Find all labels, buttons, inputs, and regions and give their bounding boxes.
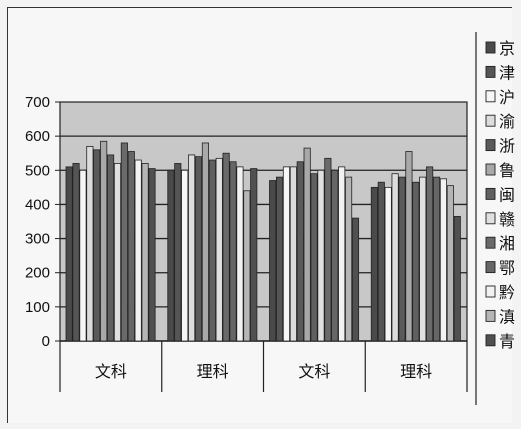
bar-4-3 [398, 176, 406, 342]
legend-label: 闽 [499, 185, 515, 204]
bar-4-1 [194, 156, 203, 342]
legend-label: 赣 [499, 210, 515, 229]
y-tick-label: 500 [25, 162, 50, 179]
y-tick-label: 0 [42, 333, 50, 350]
bar-12-2 [351, 217, 360, 342]
bar-4-0 [93, 149, 101, 342]
legend-swatch [485, 285, 496, 298]
legend-swatch [485, 41, 496, 54]
y-tick-label: 700 [25, 94, 50, 111]
category-label: 理科 [400, 362, 432, 381]
bar-3-1 [188, 154, 196, 342]
bar-10-1 [236, 166, 244, 342]
bar-8-2 [324, 157, 332, 342]
legend-swatch [485, 309, 496, 322]
bar-3-2 [289, 166, 297, 342]
chart-labels: 0 100 200 300 400 500 600 700 文科 理科 文科 理科 [25, 94, 432, 381]
bar-9-3 [432, 176, 441, 342]
bar-10-2 [338, 166, 346, 342]
legend-label: 浙 [499, 137, 515, 156]
bar-7-3 [419, 176, 427, 342]
y-tick-label: 300 [25, 231, 50, 248]
bar-0-1 [167, 169, 175, 342]
legend-swatch [485, 236, 496, 249]
y-tick-label: 200 [25, 265, 50, 282]
bar-12-0 [148, 168, 156, 342]
bar-8-1 [222, 152, 230, 342]
y-tick-label: 400 [25, 196, 50, 213]
bar-8-0 [120, 142, 128, 342]
legend-swatch [485, 334, 496, 347]
bar-11-1 [243, 190, 251, 342]
legend-label: 青 [499, 332, 515, 351]
category-label: 文科 [298, 362, 330, 381]
bar-9-2 [331, 169, 339, 342]
bar-5-0 [100, 140, 108, 342]
bar-5-3 [405, 151, 413, 342]
legend-swatch [485, 139, 496, 152]
bar-6-2 [310, 173, 318, 342]
legend-swatch [485, 261, 496, 274]
chart-bars [65, 140, 461, 342]
bar-4-2 [296, 161, 304, 342]
y-tick-label: 600 [25, 128, 50, 145]
bar-0-0 [65, 166, 73, 342]
legend-label: 沪 [499, 88, 515, 107]
bar-3-3 [391, 173, 399, 342]
bar-7-0 [113, 163, 122, 342]
bar-11-3 [446, 185, 454, 342]
bar-10-3 [439, 178, 447, 342]
legend-label: 津 [499, 63, 515, 82]
bar-1-1 [174, 163, 182, 342]
bar-5-2 [303, 147, 311, 342]
bar-11-0 [141, 163, 149, 342]
legend-swatch [485, 163, 496, 176]
legend-label: 黔 [499, 283, 515, 302]
bar-6-3 [412, 181, 420, 342]
bar-8-3 [426, 166, 434, 342]
bar-12-3 [453, 215, 461, 342]
y-tick-label: 100 [25, 299, 50, 316]
bar-11-2 [345, 176, 353, 342]
bar-2-1 [181, 169, 189, 342]
legend-label: 鄂 [499, 259, 515, 278]
legend-label: 湘 [499, 234, 515, 253]
category-label: 理科 [197, 362, 229, 381]
bar-1-3 [377, 181, 385, 342]
bar-5-1 [201, 142, 209, 342]
legend-swatch [485, 212, 496, 225]
bar-6-1 [208, 159, 216, 342]
bar-9-1 [229, 161, 237, 342]
legend-swatch [485, 114, 496, 127]
bar-10-0 [134, 159, 142, 342]
bar-7-1 [215, 157, 223, 342]
bar-1-2 [276, 176, 284, 342]
legend-swatch [485, 90, 496, 103]
bar-3-0 [86, 145, 94, 342]
bar-12-1 [250, 168, 258, 342]
bar-2-2 [282, 166, 291, 342]
legend-label: 京 [499, 39, 515, 58]
bar-9-0 [127, 151, 135, 342]
legend-label: 滇 [499, 307, 515, 326]
bar-7-2 [317, 169, 325, 342]
legend-label: 鲁 [499, 161, 515, 180]
bar-2-3 [384, 186, 392, 342]
bar-0-3 [370, 186, 378, 342]
legend-swatch [485, 187, 496, 200]
bar-6-0 [107, 154, 115, 342]
legend-label: 渝 [499, 112, 515, 131]
bar-2-0 [79, 169, 87, 342]
legend-swatch [485, 65, 496, 78]
bar-1-0 [72, 163, 80, 342]
category-label: 文科 [95, 362, 127, 381]
bar-0-2 [269, 180, 277, 342]
